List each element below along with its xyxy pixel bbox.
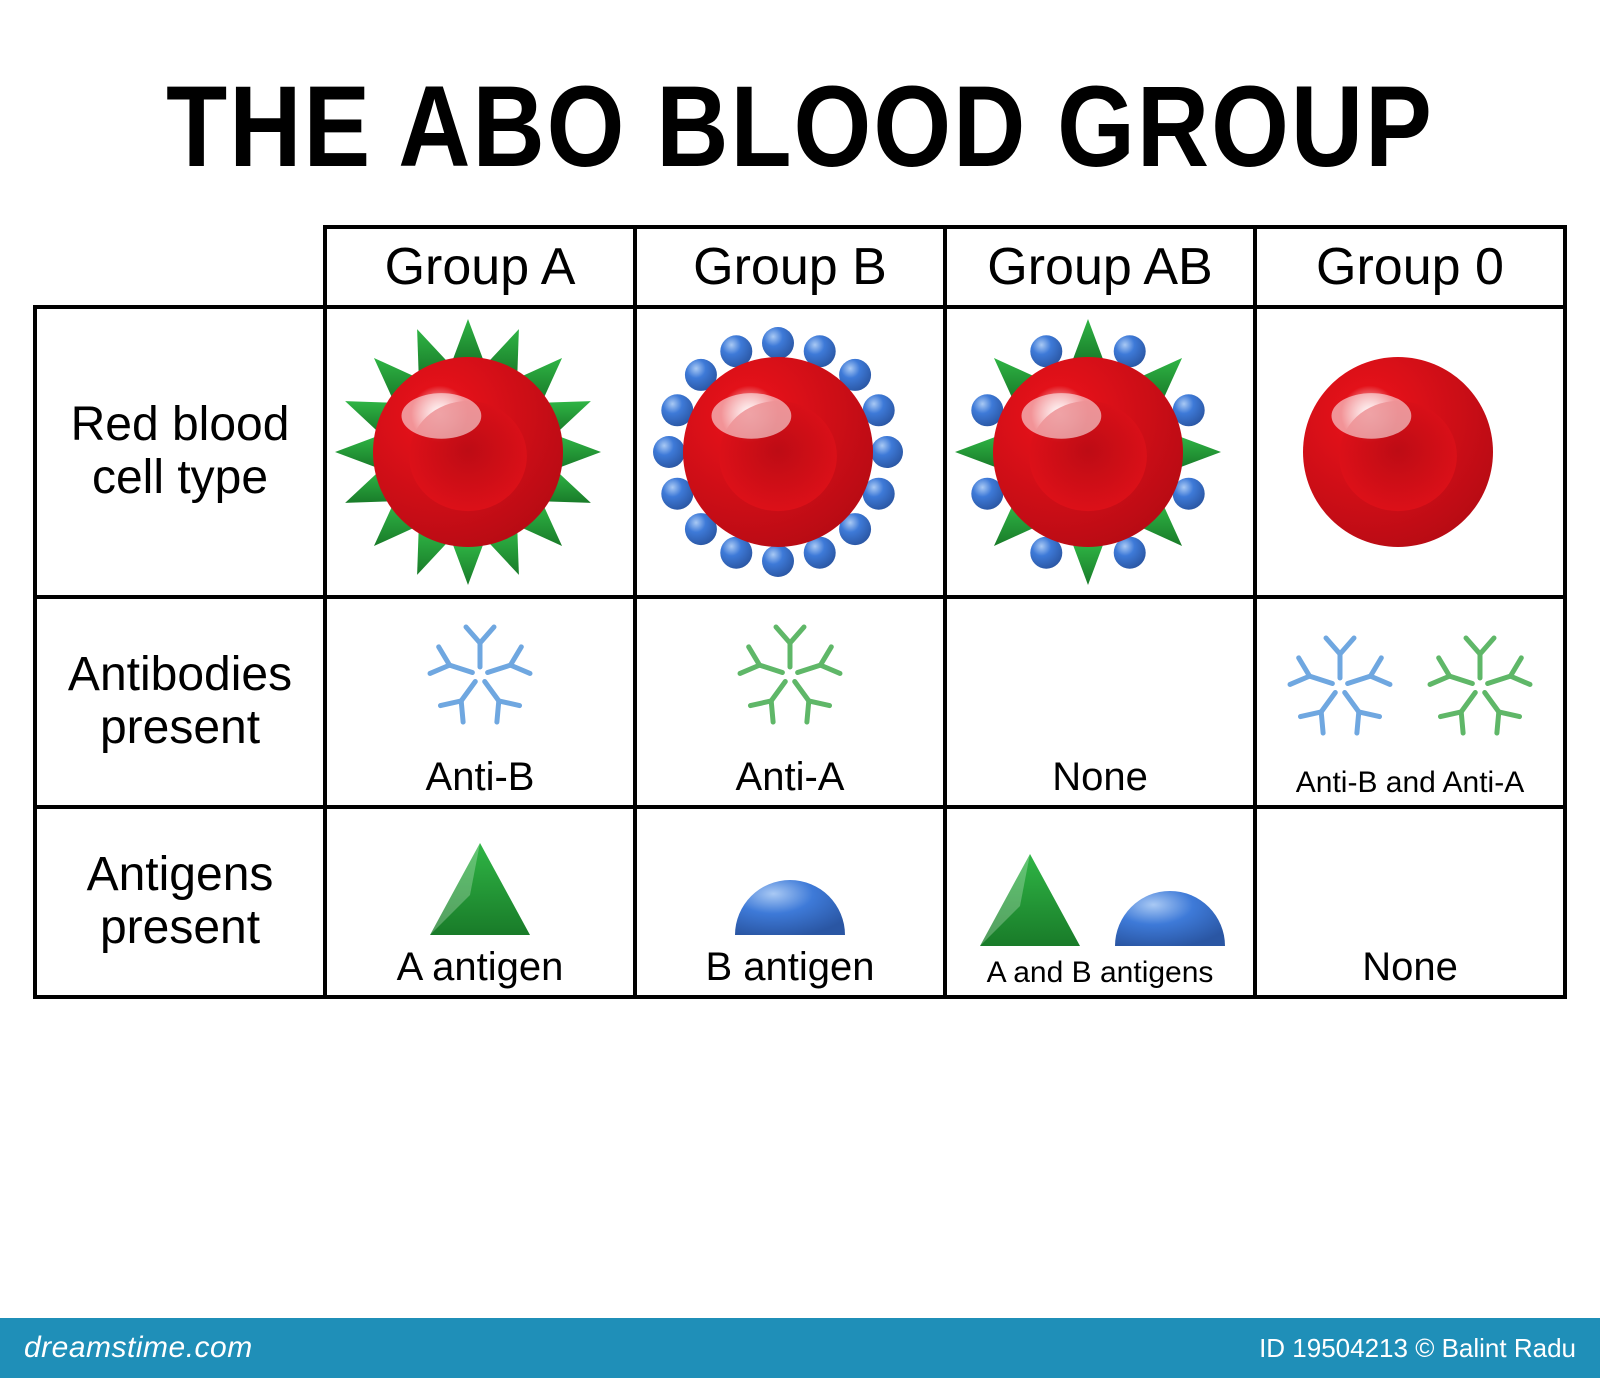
col-header-b: Group B — [635, 227, 945, 307]
antibody-cell-b: Anti-A — [635, 597, 945, 807]
footer-brand: dreamstime.com — [24, 1331, 253, 1365]
rbc-cell-0 — [1255, 307, 1565, 597]
antibody-caption-0: Anti-B and Anti-A — [1296, 766, 1524, 800]
rbc-cell-b — [635, 307, 945, 597]
blood-group-table: Group A Group B Group AB Group 0 Red blo… — [33, 225, 1567, 999]
antigen-cell-0: None — [1255, 807, 1565, 997]
antigen-cell-ab: A and B antigens — [945, 807, 1255, 997]
antigen-caption-a: A antigen — [397, 945, 564, 990]
antibody-cell-ab: None — [945, 597, 1255, 807]
antigen-caption-ab: A and B antigens — [987, 956, 1214, 990]
row-label-antibodies: Antibodies present — [35, 597, 325, 807]
antibody-cell-a: Anti-B — [325, 597, 635, 807]
rbc-cell-a — [325, 307, 635, 597]
antigen-cell-b: B antigen — [635, 807, 945, 997]
footer-credit: ID 19504213 © Balint Radu — [1259, 1333, 1576, 1364]
row-label-antigens: Antigens present — [35, 807, 325, 997]
page-title: THE ABO BLOOD GROUP — [0, 61, 1600, 193]
antigen-caption-b: B antigen — [705, 945, 874, 990]
antibody-caption-a: Anti-B — [426, 755, 535, 800]
antibody-caption-b: Anti-A — [736, 755, 845, 800]
antibody-caption-ab: None — [1052, 755, 1148, 800]
rbc-cell-ab — [945, 307, 1255, 597]
col-header-ab: Group AB — [945, 227, 1255, 307]
row-label-rbc: Red blood cell type — [35, 307, 325, 597]
col-header-0: Group 0 — [1255, 227, 1565, 307]
antigen-caption-0: None — [1362, 945, 1458, 990]
antibody-cell-0: Anti-B and Anti-A — [1255, 597, 1565, 807]
col-header-a: Group A — [325, 227, 635, 307]
footer-bar: dreamstime.com ID 19504213 © Balint Radu — [0, 1318, 1600, 1378]
antigen-cell-a: A antigen — [325, 807, 635, 997]
